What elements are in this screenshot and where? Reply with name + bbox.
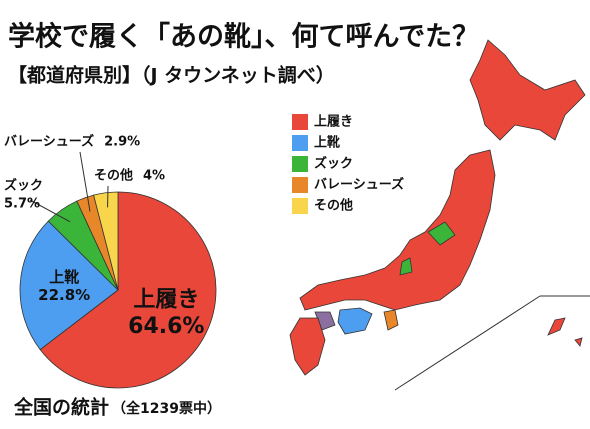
legend-swatch <box>292 198 308 214</box>
map <box>289 39 586 376</box>
footer-note: （全1239票中） <box>112 400 221 417</box>
slice-label: 上靴 <box>49 268 79 286</box>
pie-slice <box>93 191 119 291</box>
value-label: 2.9% <box>104 135 140 150</box>
leader-line <box>79 151 91 212</box>
pie-slice <box>39 191 217 389</box>
legend-label: ズック <box>314 156 353 172</box>
legend-label: バレーシューズ <box>314 177 404 193</box>
leader-line <box>29 199 71 223</box>
slice-label: バレーシューズ <box>4 134 94 150</box>
chart-subtitle: 【都道府県別】（J タウンネット調べ） <box>8 64 335 87</box>
pie-slice <box>19 220 119 351</box>
slice-label: その他 <box>94 168 133 184</box>
legend-label: 上履き <box>314 115 353 130</box>
value-label: 22.8% <box>38 286 90 304</box>
inset-line <box>394 295 541 391</box>
slice-label: ズック <box>4 178 43 194</box>
legend-swatch <box>292 177 308 193</box>
value-label: 5.7% <box>4 197 40 212</box>
legend-swatch <box>292 156 308 172</box>
legend-swatch <box>292 135 308 151</box>
legend-label: 上靴 <box>314 135 340 151</box>
legend-label: その他 <box>314 198 353 214</box>
legend-swatch <box>292 114 308 130</box>
value-label: 4% <box>143 169 165 184</box>
footer: 全国の統計 <box>13 396 109 419</box>
slice-label: 上履き <box>133 288 199 313</box>
value-label: 64.6% <box>128 314 204 339</box>
chart-title: 学校で履く「あの靴」、何て呼んでた？ <box>8 21 479 53</box>
